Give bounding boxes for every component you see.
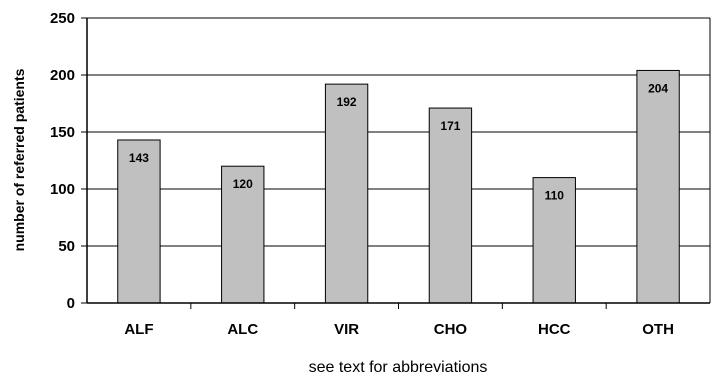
data-label: 143 — [129, 151, 149, 165]
y-tick-label: 0 — [67, 295, 75, 312]
data-label: 204 — [648, 81, 668, 95]
data-label: 120 — [233, 177, 253, 191]
bar-oth — [636, 69, 680, 304]
bar-hcc — [532, 177, 576, 304]
x-axis-title: see text for abbreviations — [309, 359, 488, 376]
bar-vir — [324, 83, 369, 304]
x-tick-label: OTH — [642, 321, 674, 338]
data-label: 171 — [440, 119, 460, 133]
x-tick-label: ALC — [227, 321, 258, 338]
labels: 0 50 100 150 200 250 143 ALF 120 ALC 192 VIR 171 CHO 1… — [50, 10, 674, 338]
y-axis-title: number of referred patients — [11, 68, 27, 251]
axes — [81, 17, 711, 309]
y-tick-label: 250 — [50, 10, 75, 27]
x-tick-label: VIR — [334, 321, 359, 338]
y-tick-label: 100 — [50, 181, 75, 198]
y-tick-label: 200 — [50, 67, 75, 84]
bar-cho — [428, 107, 473, 304]
bar-alf — [117, 139, 161, 304]
gridlines — [87, 17, 710, 247]
bars — [117, 69, 680, 304]
data-label: 110 — [545, 189, 565, 203]
y-tick-label: 50 — [58, 238, 75, 255]
x-tick-label: CHO — [434, 321, 468, 338]
x-tick-label: ALF — [124, 321, 153, 338]
x-tick-label: HCC — [538, 321, 571, 338]
data-label: 192 — [337, 95, 357, 109]
y-tick-label: 150 — [50, 124, 75, 141]
